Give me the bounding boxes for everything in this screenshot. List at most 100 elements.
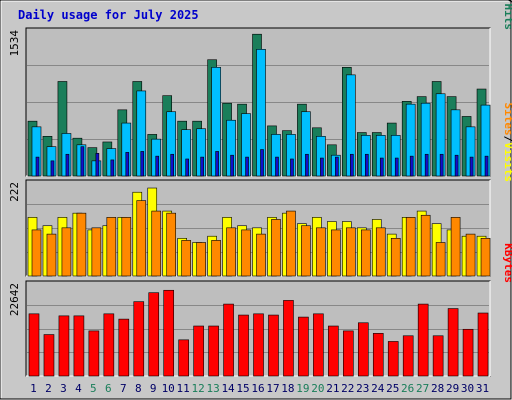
x-tick-label: 27: [416, 382, 429, 395]
kbytes-bar: [343, 330, 354, 377]
visits-panel-legend: Sites/Visits: [502, 103, 512, 183]
x-tick-label: 26: [401, 382, 414, 395]
pages-bar: [409, 155, 414, 177]
pages-bar: [50, 160, 55, 177]
sites-bar: [61, 227, 72, 277]
x-tick-label: 18: [281, 382, 294, 395]
kbytes-bar: [357, 322, 369, 377]
hits-panel-ymax-label: 1534: [8, 30, 21, 57]
kbytes-bar: [283, 300, 294, 377]
kbytes-bar: [253, 313, 264, 377]
sites-bar: [151, 210, 162, 277]
sites-bar: [91, 227, 102, 277]
sites-bar: [121, 217, 132, 277]
kbytes-bar: [133, 301, 145, 377]
kbytes-bar: [462, 328, 474, 377]
x-tick-label: 1: [30, 382, 37, 395]
visits-panel-ymax-label: 222: [8, 182, 21, 202]
sites-bar: [106, 217, 117, 277]
visits-panel-legend-item: Visits: [502, 142, 512, 182]
x-axis-labels: 1 2 3 4 5 6 7 8 9 10 11 12 13 14 15 16 17 18 19 20 21 22 23 24 2…: [30, 382, 489, 395]
pages-bar: [200, 156, 204, 177]
x-tick-label: 21: [326, 382, 339, 395]
pages-bar: [260, 149, 264, 177]
sites-bar: [241, 229, 251, 277]
chart-title: Daily usage for July 2025: [18, 8, 199, 22]
x-tick-label: 4: [75, 382, 82, 395]
kbytes-bar: [402, 335, 414, 377]
x-tick-label: 19: [296, 382, 309, 395]
x-tick-label: 22: [341, 382, 354, 395]
sites-bar: [226, 227, 236, 277]
kbytes-bar: [223, 303, 234, 377]
x-tick-label: 10: [162, 382, 175, 395]
kbytes-bar: [328, 325, 339, 377]
pages-bar: [80, 146, 85, 177]
kbytes-bar: [238, 314, 249, 377]
sites-bar: [196, 242, 206, 277]
pages-bar: [379, 157, 384, 177]
visits-panel-legend-item: Sites: [502, 103, 512, 136]
pages-bar: [140, 151, 145, 177]
sites-bar: [316, 227, 326, 277]
pages-bar: [335, 156, 339, 177]
kbytes-panel-ymax-label: 22642: [8, 283, 21, 316]
sites-bar: [136, 200, 147, 277]
pages-bar: [439, 153, 444, 177]
kbytes-bar: [447, 308, 459, 377]
x-tick-label: 24: [371, 382, 385, 395]
x-tick-label: 11: [177, 382, 190, 395]
x-tick-label: 14: [221, 382, 235, 395]
pages-bar: [424, 153, 429, 177]
pages-bar: [484, 155, 489, 177]
pages-bar: [215, 151, 219, 177]
x-tick-label: 28: [431, 382, 444, 395]
sites-bar: [256, 233, 266, 277]
kbytes-bar: [298, 316, 309, 377]
hits-files-pages-panel: 1534 Pages/Files/Hits: [8, 0, 512, 177]
x-tick-label: 2: [45, 382, 52, 395]
kbytes-bar: [387, 341, 399, 377]
sites-bar: [181, 240, 191, 277]
x-tick-label: 16: [251, 382, 264, 395]
pages-bar: [320, 157, 324, 177]
sites-bar: [46, 233, 57, 277]
kbytes-bar: [417, 303, 429, 377]
x-tick-label: 30: [461, 382, 474, 395]
x-tick-label: 25: [386, 382, 399, 395]
pages-bar: [110, 159, 115, 177]
kbytes-bar: [58, 315, 70, 377]
x-tick-label: 3: [60, 382, 67, 395]
sites-bar: [390, 237, 401, 277]
sites-bar: [31, 229, 42, 277]
visits-panel-legend-item: /: [502, 136, 512, 143]
x-tick-label: 31: [476, 382, 489, 395]
sites-bar: [360, 229, 371, 277]
sites-bar: [301, 225, 311, 277]
pages-bar: [125, 152, 130, 177]
sites-bar: [450, 217, 461, 277]
pages-bar: [275, 156, 279, 177]
pages-bar: [230, 154, 234, 177]
pages-bar: [394, 157, 399, 177]
pages-bar: [305, 153, 309, 177]
kbytes-bar: [118, 318, 130, 377]
kbytes-bar: [432, 335, 444, 377]
pages-bar: [170, 153, 175, 177]
kbytes-bar: [88, 330, 100, 377]
x-tick-label: 12: [192, 382, 205, 395]
kbytes-bar: [193, 325, 204, 377]
pages-bar: [245, 156, 249, 177]
kbytes-panel-legend-item: KBytes: [502, 243, 512, 283]
kbytes-bar: [372, 333, 384, 377]
pages-bar: [364, 153, 369, 177]
panels: 1534Pages/Files/Hits 222 Sites/Visits 22642…: [8, 0, 512, 377]
kbytes-panel: 22642 KBytes: [8, 243, 512, 377]
x-tick-label: 20: [311, 382, 324, 395]
kbytes-bar: [163, 289, 175, 377]
x-tick-label: 6: [105, 382, 112, 395]
pages-bar: [95, 153, 100, 177]
x-tick-label: 9: [150, 382, 157, 395]
kbytes-bar: [28, 313, 40, 377]
